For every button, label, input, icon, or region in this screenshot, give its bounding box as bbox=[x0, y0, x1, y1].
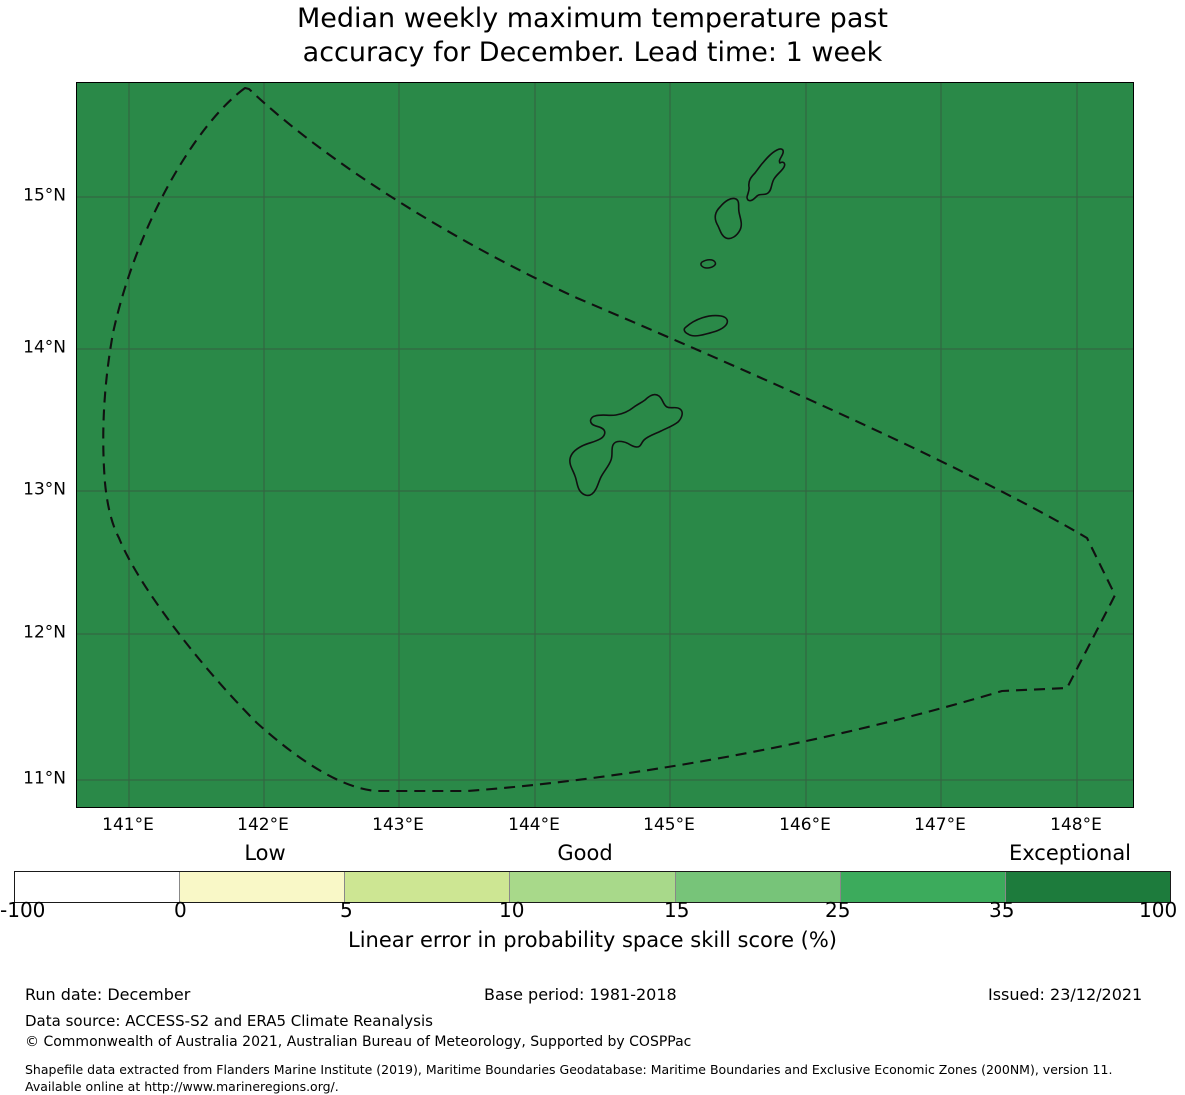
colorbar-segment-2 bbox=[344, 872, 510, 902]
island-guam bbox=[569, 393, 683, 497]
x-tick-label: 145°E bbox=[643, 815, 695, 835]
footer-copyright: © Commonwealth of Australia 2021, Austra… bbox=[25, 1034, 692, 1050]
x-tick-label: 141°E bbox=[102, 815, 154, 835]
colorbar-tick-label: 5 bbox=[340, 898, 353, 922]
colorbar-segment-4 bbox=[674, 872, 840, 902]
colorbar-segment-6 bbox=[1004, 872, 1170, 902]
x-tick-label: 143°E bbox=[372, 815, 424, 835]
footer: Run date: December Base period: 1981-201… bbox=[0, 985, 1185, 1094]
colorbar-tick-label: 100 bbox=[1139, 898, 1178, 922]
eez-boundary bbox=[102, 86, 1117, 793]
colorbar-category-low: Low bbox=[244, 841, 286, 865]
colorbar-tick-label: 10 bbox=[499, 898, 525, 922]
y-tick-label: 14°N bbox=[23, 337, 66, 358]
footer-run-date: Run date: December bbox=[25, 985, 191, 1004]
x-tick-label: 144°E bbox=[508, 815, 560, 835]
footer-shapefile-credit: Shapefile data extracted from Flanders M… bbox=[25, 1062, 1113, 1094]
footer-data-source: Data source: ACCESS-S2 and ERA5 Climate … bbox=[25, 1012, 433, 1030]
island-saipan bbox=[746, 148, 786, 202]
colorbar-axis-label: Linear error in probability space skill … bbox=[348, 928, 837, 952]
x-tick-label: 147°E bbox=[914, 815, 966, 835]
colorbar-category-exceptional: Exceptional bbox=[1008, 841, 1132, 865]
island-aguijan bbox=[700, 259, 717, 269]
page-title: Median weekly maximum temperature past a… bbox=[296, 3, 889, 68]
colorbar-tick-label: 0 bbox=[174, 898, 187, 922]
map-plot-area bbox=[76, 82, 1134, 808]
colorbar-tick-label: 35 bbox=[989, 898, 1015, 922]
colorbar-segment-0 bbox=[15, 872, 180, 902]
island-tinian bbox=[714, 197, 743, 240]
x-tick-label: 146°E bbox=[779, 815, 831, 835]
y-tick-label: 12°N bbox=[23, 622, 66, 643]
x-tick-label: 142°E bbox=[237, 815, 289, 835]
colorbar-tick-label: -100 bbox=[0, 898, 46, 922]
island-rota bbox=[683, 314, 729, 337]
colorbar bbox=[14, 871, 1171, 903]
footer-issued-date: Issued: 23/12/2021 bbox=[988, 985, 1143, 1004]
colorbar-segment-5 bbox=[839, 872, 1005, 902]
x-tick-label: 148°E bbox=[1050, 815, 1102, 835]
map-gridlines bbox=[77, 83, 1133, 807]
y-tick-label: 15°N bbox=[23, 185, 66, 206]
map-canvas bbox=[77, 83, 1133, 807]
footer-base-period: Base period: 1981-2018 bbox=[484, 985, 677, 1004]
colorbar-segment-3 bbox=[509, 872, 675, 902]
colorbar-segment-1 bbox=[179, 872, 345, 902]
footer-row-metadata: Run date: December Base period: 1981-201… bbox=[0, 985, 1185, 1009]
colorbar-tick-label: 25 bbox=[825, 898, 851, 922]
y-tick-label: 11°N bbox=[23, 768, 66, 789]
y-tick-label: 13°N bbox=[23, 479, 66, 500]
colorbar-category-good: Good bbox=[557, 841, 613, 865]
colorbar-tick-label: 15 bbox=[664, 898, 690, 922]
